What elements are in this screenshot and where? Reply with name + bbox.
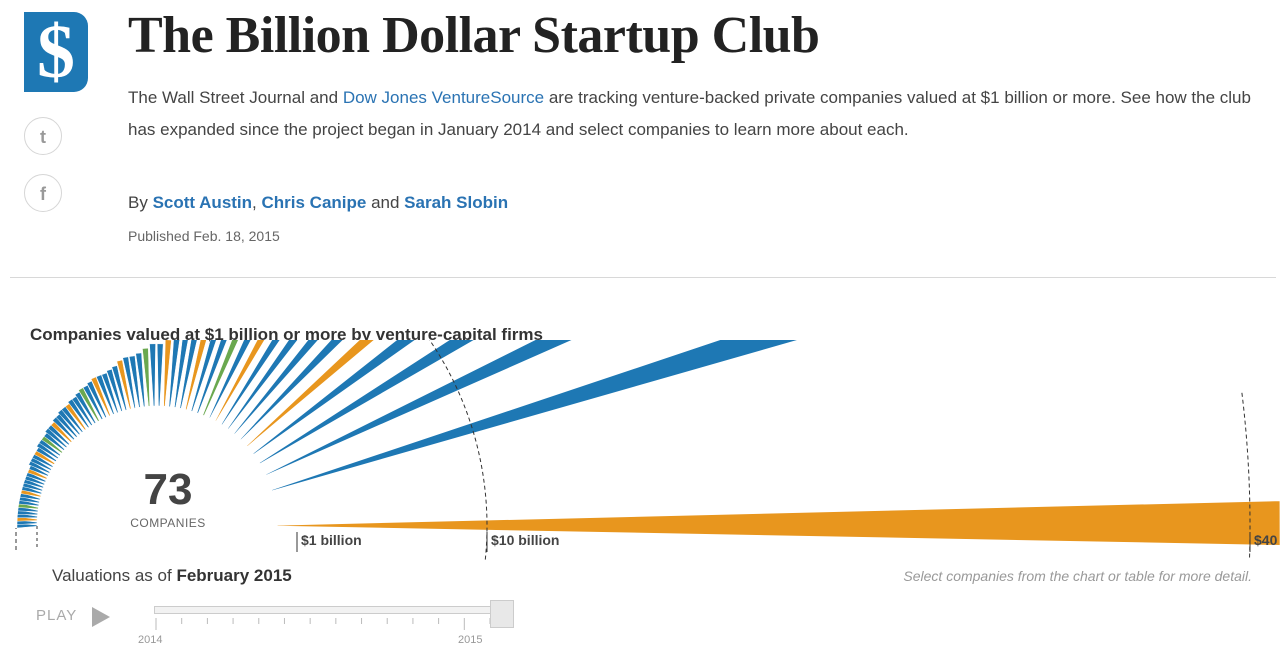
valuation-bar[interactable]	[111, 365, 127, 411]
valuation-bar[interactable]	[202, 340, 252, 416]
byline-separator: ,	[252, 193, 262, 212]
valuation-bar[interactable]	[149, 343, 156, 407]
valuation-bar[interactable]	[232, 340, 369, 436]
valuation-bar[interactable]	[35, 446, 57, 462]
valuation-bar[interactable]	[264, 340, 690, 477]
valuation-bar[interactable]	[163, 340, 172, 407]
valuation-bar[interactable]	[190, 340, 222, 412]
venturesource-link[interactable]: Dow Jones VentureSource	[342, 88, 545, 107]
valuation-bar[interactable]	[28, 464, 49, 477]
valuation-bar[interactable]	[214, 340, 302, 423]
valuation-bar[interactable]	[61, 406, 84, 433]
published-date: Published Feb. 18, 2015	[128, 228, 280, 244]
intro-after-link: are tracking venture-backed private comp…	[128, 88, 1251, 139]
play-icon[interactable]	[92, 607, 110, 627]
valuation-bar[interactable]	[95, 374, 115, 415]
valuation-bar[interactable]	[276, 499, 1280, 547]
valuation-bar[interactable]	[86, 380, 107, 419]
valuation-bar[interactable]	[71, 396, 93, 426]
valuation-bar[interactable]	[142, 347, 150, 407]
valuation-bar[interactable]	[251, 340, 457, 456]
valuation-bar[interactable]	[156, 343, 164, 407]
byline: By Scott Austin, Chris Canipe and Sarah …	[128, 193, 508, 213]
axis-tick-label: $1 billion	[301, 532, 362, 548]
valuation-bar[interactable]	[128, 355, 141, 408]
author-link[interactable]: Chris Canipe	[261, 193, 367, 212]
timeline-end-year: 2015	[458, 634, 483, 646]
valuation-bar[interactable]	[41, 435, 63, 454]
intro-text: The Wall Street Journal and Dow Jones Ve…	[128, 82, 1258, 146]
twitter-icon[interactable]: t	[24, 117, 62, 155]
timeline-ticks	[155, 618, 491, 630]
valuations-date: February 2015	[176, 566, 292, 585]
byline-prefix: By	[128, 193, 153, 212]
valuation-bar[interactable]	[174, 340, 189, 408]
valuation-bar[interactable]	[220, 340, 323, 427]
valuation-bar[interactable]	[270, 340, 1085, 492]
valuation-bar[interactable]	[36, 442, 59, 459]
valuation-bar[interactable]	[239, 340, 391, 442]
valuation-bar[interactable]	[245, 340, 408, 448]
valuations-prefix: Valuations as of	[52, 566, 177, 585]
valuation-bar[interactable]	[74, 391, 97, 424]
valuation-bar[interactable]	[226, 340, 344, 431]
divider	[10, 277, 1276, 278]
axis-tick-label: $40 billion	[1254, 532, 1280, 548]
valuation-bar[interactable]	[106, 368, 123, 412]
author-link[interactable]: Scott Austin	[152, 193, 253, 212]
valuation-bar[interactable]	[50, 421, 73, 443]
valuation-bar[interactable]	[135, 352, 146, 407]
timeline-start-year: 2014	[138, 634, 163, 646]
valuation-bar[interactable]	[122, 356, 136, 409]
select-hint: Select companies from the chart or table…	[903, 568, 1252, 584]
valuation-bar[interactable]	[57, 409, 81, 436]
valuation-bar[interactable]	[179, 340, 200, 409]
reference-arc	[428, 340, 488, 560]
valuation-bar[interactable]	[116, 359, 132, 410]
page-title: The Billion Dollar Startup Club	[128, 7, 820, 64]
valuation-bar[interactable]	[64, 403, 87, 431]
valuation-bar[interactable]	[196, 340, 236, 414]
valuation-bar[interactable]	[78, 387, 100, 422]
wsj-logo: $	[24, 12, 88, 92]
valuation-bar[interactable]	[44, 427, 68, 448]
valuation-bar[interactable]	[185, 340, 211, 411]
valuations-as-of: Valuations as of February 2015	[52, 566, 292, 586]
valuation-bar[interactable]	[43, 432, 65, 451]
valuation-bar[interactable]	[47, 424, 70, 446]
timeline-handle[interactable]	[490, 600, 514, 628]
valuation-bar[interactable]	[67, 398, 90, 429]
valuation-bar[interactable]	[52, 416, 75, 441]
reference-arc	[1241, 392, 1251, 560]
company-count-label: COMPANIES	[130, 516, 206, 530]
author-link[interactable]: Sarah Slobin	[404, 193, 509, 212]
axis-tick-label: $10 billion	[491, 532, 559, 548]
valuation-bar[interactable]	[82, 384, 104, 420]
byline-and: and	[366, 193, 405, 212]
valuation-bar[interactable]	[38, 438, 61, 457]
play-button[interactable]: PLAY	[36, 607, 78, 624]
intro-before-link: The Wall Street Journal and	[128, 88, 343, 107]
valuation-bar[interactable]	[258, 340, 521, 465]
company-count: 73	[143, 465, 193, 514]
timeline-slider[interactable]	[154, 606, 514, 614]
valuation-bar[interactable]	[90, 376, 111, 417]
facebook-icon[interactable]: f	[24, 174, 62, 212]
valuation-chart[interactable]: $1 billion $10 billion $40 billion	[0, 340, 1280, 560]
valuation-bar[interactable]	[101, 372, 119, 414]
valuation-bar[interactable]	[55, 413, 78, 438]
valuation-bar[interactable]	[208, 340, 274, 420]
valuation-bar[interactable]	[168, 340, 180, 407]
